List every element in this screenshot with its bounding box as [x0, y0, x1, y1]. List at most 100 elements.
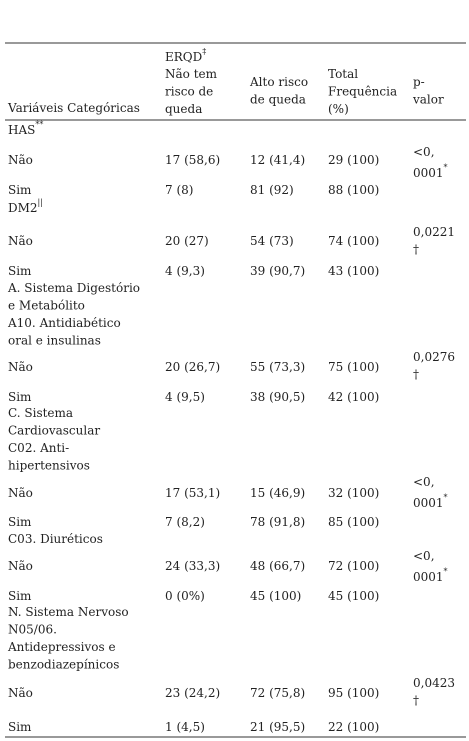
no-risk-cell: 23 (24,2) — [165, 686, 220, 700]
total-cell-text: 45 (100) — [328, 589, 379, 603]
no-risk-cell: 24 (33,3) — [165, 559, 220, 573]
group-title-text: oral e insulinas — [8, 333, 101, 347]
header-erqd-text: ERQD — [165, 50, 202, 64]
total-cell: 45 (100) — [328, 589, 379, 603]
high-risk-cell-text: 21 (95,5) — [250, 720, 305, 734]
total-cell: 22 (100) — [328, 720, 379, 734]
header-erqd: ERQD‡ — [165, 47, 206, 64]
no-risk-cell: 4 (9,5) — [165, 390, 205, 404]
group-title: hipertensivos — [8, 458, 90, 472]
high-risk-cell: 45 (100) — [250, 589, 301, 603]
superscript: * — [444, 493, 448, 502]
row-label: Não — [8, 686, 33, 700]
group-title: e Metabólito — [8, 298, 85, 312]
total-cell-text: 29 (100) — [328, 153, 379, 167]
p-value: † — [413, 693, 419, 707]
high-risk-cell-text: 48 (66,7) — [250, 559, 305, 573]
total-cell-text: 95 (100) — [328, 686, 379, 700]
group-title: N05/06. — [8, 622, 57, 636]
p-value-text: 0,0276 — [413, 350, 455, 364]
high-risk-cell: 54 (73) — [250, 234, 294, 248]
header-no-risk: Não tem — [165, 67, 218, 81]
total-cell: 43 (100) — [328, 264, 379, 278]
high-risk-cell-text: 81 (92) — [250, 183, 294, 197]
no-risk-cell: 20 (26,7) — [165, 360, 220, 374]
row-label: Sim — [8, 390, 32, 404]
no-risk-cell: 1 (4,5) — [165, 720, 205, 734]
row-label: Não — [8, 153, 33, 167]
p-value-text: 0,0423 — [413, 676, 455, 690]
header-no-risk-text: queda — [165, 102, 202, 116]
group-title: HAS** — [8, 120, 43, 137]
no-risk-cell: 17 (53,1) — [165, 486, 220, 500]
group-title: Cardiovascular — [8, 423, 100, 437]
high-risk-cell: 81 (92) — [250, 183, 294, 197]
group-title: A. Sistema Digestório — [7, 281, 140, 295]
high-risk-cell: 21 (95,5) — [250, 720, 305, 734]
no-risk-cell-text: 0 (0%) — [165, 589, 205, 603]
row-label-text: Não — [8, 486, 33, 500]
row-label: Não — [8, 360, 33, 374]
total-cell-text: 88 (100) — [328, 183, 379, 197]
row-label-text: Sim — [8, 589, 32, 603]
total-cell-text: 74 (100) — [328, 234, 379, 248]
group-title: C. Sistema — [8, 406, 73, 420]
p-value-text: † — [413, 242, 419, 256]
header-variable-text: Variáveis Categóricas — [7, 101, 140, 115]
high-risk-cell: 48 (66,7) — [250, 559, 305, 573]
header-variable: Variáveis Categóricas — [7, 101, 140, 115]
group-title-text: hipertensivos — [8, 458, 90, 472]
header-total-text: Total — [328, 67, 358, 81]
no-risk-cell-text: 24 (33,3) — [165, 559, 220, 573]
high-risk-cell: 55 (73,3) — [250, 360, 305, 374]
group-title-text: e Metabólito — [8, 298, 85, 312]
total-cell: 72 (100) — [328, 559, 379, 573]
total-cell-text: 32 (100) — [328, 486, 379, 500]
p-value-text: 0001 — [413, 166, 444, 180]
high-risk-cell-text: 78 (91,8) — [250, 515, 305, 529]
row-label-text: Sim — [8, 264, 32, 278]
high-risk-cell: 39 (90,7) — [250, 264, 305, 278]
high-risk-cell-text: 15 (46,9) — [250, 486, 305, 500]
no-risk-cell-text: 4 (9,3) — [165, 264, 205, 278]
p-value-text: 0001 — [413, 496, 444, 510]
group-title-text: benzodiazepínicos — [8, 657, 119, 671]
row-label-text: Sim — [8, 515, 32, 529]
no-risk-cell-text: 23 (24,2) — [165, 686, 220, 700]
row-label-text: Não — [8, 234, 33, 248]
superscript: || — [38, 198, 43, 207]
header-no-risk: queda — [165, 102, 202, 116]
total-cell: 75 (100) — [328, 360, 379, 374]
header-no-risk-text: Não tem — [165, 67, 218, 81]
superscript: ** — [35, 120, 43, 129]
group-title-text: HAS — [8, 123, 35, 137]
total-cell: 95 (100) — [328, 686, 379, 700]
header-total: (%) — [328, 102, 349, 116]
total-cell-text: 85 (100) — [328, 515, 379, 529]
high-risk-cell-text: 54 (73) — [250, 234, 294, 248]
superscript: * — [444, 567, 448, 576]
group-title-text: C02. Anti- — [8, 441, 69, 455]
no-risk-cell-text: 7 (8) — [165, 183, 193, 197]
p-value: <0, — [413, 475, 435, 489]
row-label-text: Sim — [8, 390, 32, 404]
header-total-text: (%) — [328, 102, 349, 116]
no-risk-cell: 17 (58,6) — [165, 153, 220, 167]
no-risk-cell-text: 1 (4,5) — [165, 720, 205, 734]
high-risk-cell-text: 38 (90,5) — [250, 390, 305, 404]
high-risk-cell: 12 (41,4) — [250, 153, 305, 167]
header-total-text: Frequência — [328, 84, 397, 98]
row-label: Não — [8, 234, 33, 248]
group-title: benzodiazepínicos — [8, 657, 119, 671]
p-value: † — [413, 367, 419, 381]
group-title-text: C. Sistema — [8, 406, 73, 420]
no-risk-cell-text: 17 (53,1) — [165, 486, 220, 500]
high-risk-cell-text: 12 (41,4) — [250, 153, 305, 167]
group-title-text: A10. Antidiabético — [7, 316, 121, 330]
high-risk-cell-text: 55 (73,3) — [250, 360, 305, 374]
header-p: p- — [413, 75, 425, 89]
p-value: <0, — [413, 145, 435, 159]
group-title-text: A. Sistema Digestório — [7, 281, 140, 295]
total-cell: 74 (100) — [328, 234, 379, 248]
group-title-text: Cardiovascular — [8, 423, 100, 437]
